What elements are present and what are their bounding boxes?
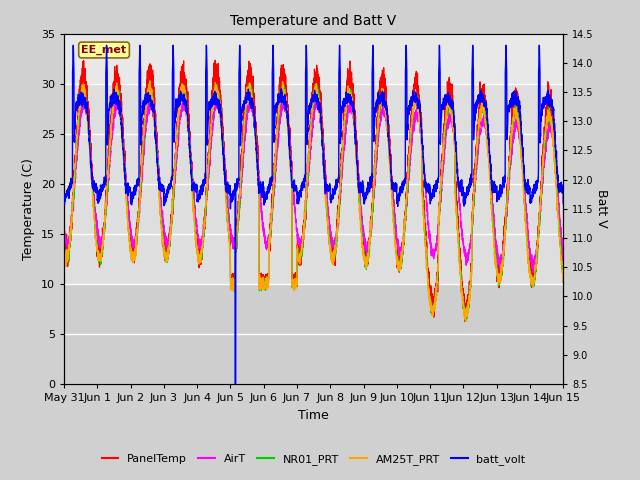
X-axis label: Time: Time bbox=[298, 408, 329, 421]
Text: EE_met: EE_met bbox=[81, 45, 127, 55]
Y-axis label: Batt V: Batt V bbox=[595, 190, 608, 228]
Legend: PanelTemp, AirT, NR01_PRT, AM25T_PRT, batt_volt: PanelTemp, AirT, NR01_PRT, AM25T_PRT, ba… bbox=[97, 450, 530, 469]
Bar bbox=[64, 284, 563, 384]
Y-axis label: Temperature (C): Temperature (C) bbox=[22, 158, 35, 260]
Title: Temperature and Batt V: Temperature and Batt V bbox=[230, 14, 397, 28]
Bar bbox=[64, 84, 563, 284]
